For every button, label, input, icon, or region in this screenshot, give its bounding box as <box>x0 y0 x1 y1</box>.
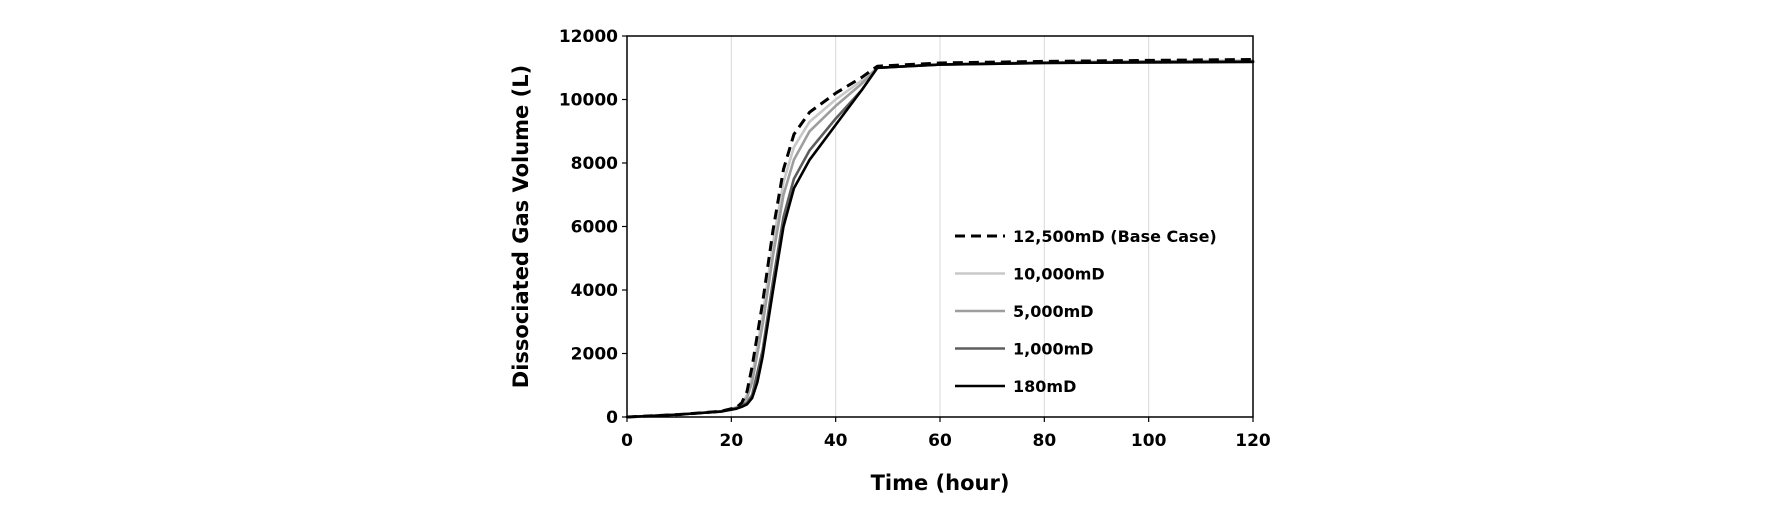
series-line <box>626 58 1254 419</box>
x-tick-label: 20 <box>719 431 743 451</box>
x-axis-title: Time (hour) <box>871 471 1010 495</box>
legend-label: 180mD <box>1013 377 1076 396</box>
x-tick-label: 120 <box>1235 431 1271 451</box>
y-tick-label: 0 <box>606 408 618 428</box>
x-tick-label: 80 <box>1032 431 1056 451</box>
x-tick-label: 100 <box>1131 431 1167 451</box>
series-layer <box>625 58 1255 419</box>
y-tick-label: 4000 <box>571 281 618 301</box>
y-tick-label: 2000 <box>571 345 618 365</box>
x-tick-label: 40 <box>824 431 848 451</box>
legend-label: 1,000mD <box>1013 340 1094 359</box>
x-tick-label: 0 <box>621 431 633 451</box>
legend-label: 10,000mD <box>1013 265 1105 284</box>
y-tick-label: 6000 <box>571 218 618 238</box>
y-tick-label: 12000 <box>559 27 618 47</box>
series-line <box>625 60 1255 419</box>
legend-label: 5,000mD <box>1013 302 1094 321</box>
x-tick-label: 60 <box>928 431 952 451</box>
ticks-layer: 0 20 40 60 80 100 120 0 2000 4000 6000 8000 10000 120… <box>559 27 1271 451</box>
y-tick-label: 10000 <box>559 91 618 111</box>
legend: 12,500mD (Base Case) 10,000mD 5,000mD 1,000… <box>955 227 1217 396</box>
legend-label: 12,500mD (Base Case) <box>1013 227 1217 246</box>
y-tick-label: 8000 <box>571 154 618 174</box>
y-axis-title: Dissociated Gas Volume (L) <box>509 65 533 388</box>
